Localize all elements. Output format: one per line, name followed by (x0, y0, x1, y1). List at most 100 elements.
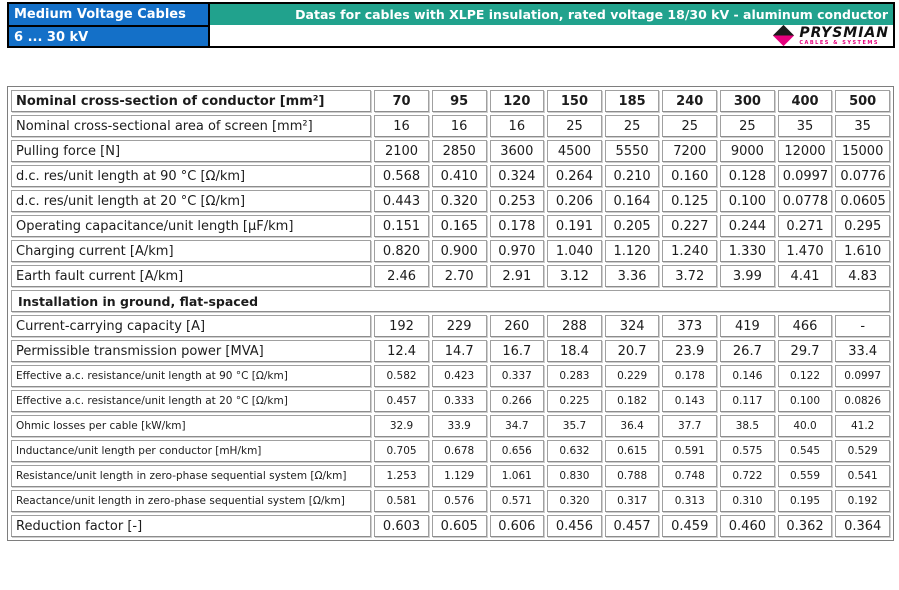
value-cell: 0.615 (604, 440, 660, 462)
value-cell: 324 (604, 315, 660, 337)
value-cell: 0.210 (604, 165, 660, 187)
table-row: Ohmic losses per cable [kW/km] 32.9 33.9 34… (11, 415, 890, 437)
section-header-row: Installation in ground, flat-spaced (11, 290, 890, 312)
value-cell: 32.9 (374, 415, 429, 437)
value-cell: 3.12 (547, 265, 602, 287)
value-cell: 0.283 (547, 365, 602, 387)
value-cell: 35.7 (547, 415, 602, 437)
value-cell: 240 (662, 90, 718, 112)
value-cell: 0.313 (662, 490, 718, 512)
sheet-title: Datas for cables with XLPE insulation, r… (210, 4, 893, 25)
value-cell: 0.362 (777, 515, 833, 537)
row-label-cell: Operating capacitance/unit length [μF/km… (11, 215, 372, 237)
prysmian-diamond-icon (773, 24, 795, 47)
value-cell: 0.333 (431, 390, 487, 412)
product-line-label: Medium Voltage Cables (9, 4, 208, 25)
value-cell: 0.165 (431, 215, 487, 237)
value-cell: 1.129 (431, 465, 487, 487)
value-cell: 0.266 (489, 390, 545, 412)
logo-row: PRYSMIAN CABLES & SYSTEMS (210, 24, 893, 47)
row-label-cell: Resistance/unit length in zero-phase seq… (11, 465, 372, 487)
value-cell: 29.7 (777, 340, 833, 362)
value-cell: 18.4 (547, 340, 602, 362)
prysmian-logo: PRYSMIAN CABLES & SYSTEMS (773, 24, 889, 47)
value-cell: 16.7 (489, 340, 545, 362)
value-cell: 0.678 (431, 440, 487, 462)
value-cell: 0.459 (662, 515, 718, 537)
value-cell: 1.470 (777, 240, 833, 262)
value-cell: 4500 (547, 140, 602, 162)
value-cell: 0.705 (374, 440, 429, 462)
value-cell: 0.571 (489, 490, 545, 512)
value-cell: 0.195 (777, 490, 833, 512)
value-cell: 0.122 (777, 365, 833, 387)
value-cell: 0.143 (662, 390, 718, 412)
value-cell: 1.040 (547, 240, 602, 262)
value-cell: 0.900 (431, 240, 487, 262)
table-row: Effective a.c. resistance/unit length at… (11, 390, 890, 412)
value-cell: 0.541 (835, 465, 890, 487)
value-cell: 0.310 (720, 490, 775, 512)
value-cell: 0.117 (720, 390, 775, 412)
table-row: Nominal cross-sectional area of screen [… (11, 115, 890, 137)
value-cell: 0.656 (489, 440, 545, 462)
value-cell: 1.253 (374, 465, 429, 487)
value-cell: 0.182 (604, 390, 660, 412)
table-row: Operating capacitance/unit length [μF/km… (11, 215, 890, 237)
value-cell: 12.4 (374, 340, 429, 362)
value-cell: 0.100 (720, 190, 775, 212)
value-cell: 1.610 (835, 240, 890, 262)
value-cell: 0.545 (777, 440, 833, 462)
value-cell: 0.722 (720, 465, 775, 487)
value-cell: 2.70 (431, 265, 487, 287)
row-label-cell: d.c. res/unit length at 90 °C [Ω/km] (11, 165, 372, 187)
value-cell: 0.443 (374, 190, 429, 212)
value-cell: 0.253 (489, 190, 545, 212)
table-row: d.c. res/unit length at 20 °C [Ω/km] 0.44… (11, 190, 890, 212)
value-cell: 0.0605 (835, 190, 890, 212)
table-row: Reduction factor [-] 0.603 0.605 0.606 0.456… (11, 515, 890, 537)
value-cell: 0.568 (374, 165, 429, 187)
value-cell: 0.748 (662, 465, 718, 487)
value-cell: 0.164 (604, 190, 660, 212)
voltage-range-label: 6 ... 30 kV (9, 25, 208, 46)
value-cell: 0.178 (489, 215, 545, 237)
value-cell: 0.460 (720, 515, 775, 537)
value-cell: 12000 (777, 140, 833, 162)
value-cell: 150 (547, 90, 602, 112)
value-cell: 0.244 (720, 215, 775, 237)
value-cell: 0.0997 (777, 165, 833, 187)
value-cell: 4.83 (835, 265, 890, 287)
value-cell: 0.128 (720, 165, 775, 187)
value-cell: 0.320 (547, 490, 602, 512)
table-row: d.c. res/unit length at 90 °C [Ω/km] 0.56… (11, 165, 890, 187)
header-right-block: Datas for cables with XLPE insulation, r… (210, 2, 895, 48)
value-cell: 300 (720, 90, 775, 112)
value-cell: - (835, 315, 890, 337)
value-cell: 0.423 (431, 365, 487, 387)
cable-data-table-wrap: Nominal cross-section of conductor [mm²]… (7, 86, 895, 541)
value-cell: 0.788 (604, 465, 660, 487)
value-cell: 192 (374, 315, 429, 337)
value-cell: 26.7 (720, 340, 775, 362)
value-cell: 0.146 (720, 365, 775, 387)
value-cell: 0.178 (662, 365, 718, 387)
value-cell: 260 (489, 315, 545, 337)
value-cell: 0.606 (489, 515, 545, 537)
value-cell: 33.4 (835, 340, 890, 362)
value-cell: 3.99 (720, 265, 775, 287)
row-label-cell: Pulling force [N] (11, 140, 372, 162)
value-cell: 16 (374, 115, 429, 137)
value-cell: 2850 (431, 140, 487, 162)
value-cell: 0.582 (374, 365, 429, 387)
value-cell: 0.581 (374, 490, 429, 512)
value-cell: 3600 (489, 140, 545, 162)
value-cell: 0.575 (720, 440, 775, 462)
value-cell: 36.4 (604, 415, 660, 437)
value-cell: 0.0826 (835, 390, 890, 412)
value-cell: 16 (431, 115, 487, 137)
value-cell: 14.7 (431, 340, 487, 362)
value-cell: 38.5 (720, 415, 775, 437)
value-cell: 0.151 (374, 215, 429, 237)
value-cell: 1.061 (489, 465, 545, 487)
